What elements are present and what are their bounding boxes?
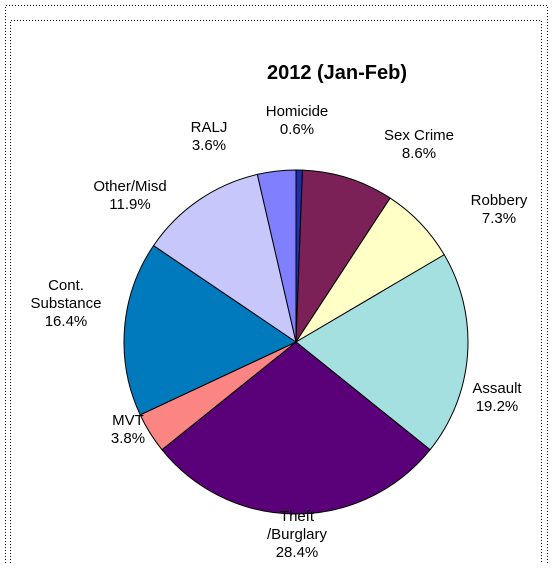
slice-label-line: Sex Crime (384, 127, 454, 144)
slice-label-line: Robbery (471, 192, 528, 209)
slice-label-line: Cont. (48, 277, 84, 294)
slice-label-4: Theft/Burglary 28.4% (267, 508, 328, 561)
slice-label-7: Other/Misd 11.9% (93, 178, 166, 213)
slice-label-line: Assault (472, 380, 522, 397)
slice-label-line: 0.6% (280, 121, 314, 138)
chart-title: 2012 (Jan-Feb) (267, 62, 407, 84)
pie-labels: Homicide 0.6% Sex Crime 8.6% Robbery 7.3% Assa… (31, 103, 528, 561)
slice-label-line: 3.8% (111, 430, 145, 447)
slice-label-8: RALJ 3.6% (191, 119, 228, 154)
slice-label-line: 16.4% (45, 313, 88, 330)
slice-label-5: MVT 3.8% (111, 412, 145, 447)
pie-slice-3 (295, 254, 469, 451)
pie-slice-1 (295, 169, 391, 344)
slice-label-line: Homicide (266, 103, 329, 120)
slice-label-line: Substance (31, 295, 102, 312)
slice-label-line: 3.6% (192, 137, 226, 154)
slice-label-line: 8.6% (402, 145, 436, 162)
slice-label-line: 28.4% (276, 544, 319, 561)
slice-label-line: 19.2% (476, 398, 519, 415)
plot-area-border (10, 20, 542, 563)
slice-label-line: RALJ (191, 119, 228, 136)
pie-slice-8 (256, 169, 297, 343)
slice-label-6: Cont. Substance 16.4% (31, 277, 102, 330)
slice-label-line: /Burglary (267, 526, 328, 543)
slice-label-line: Theft (280, 508, 315, 525)
slice-label-line: 7.3% (482, 210, 516, 227)
slice-label-line: MVT (112, 412, 144, 429)
chart-border (5, 5, 548, 563)
pie-slice-7 (152, 173, 297, 344)
pie-slice-4 (161, 341, 431, 515)
slice-label-3: Assault 19.2% (472, 380, 522, 415)
pie-slices (123, 169, 469, 515)
slice-label-0: Homicide 0.6% (266, 103, 329, 138)
slice-label-line: Other/Misd (93, 178, 166, 195)
pie-slice-6 (123, 244, 298, 416)
slice-label-1: Sex Crime 8.6% (384, 127, 454, 162)
slice-label-2: Robbery 7.3% (471, 192, 528, 227)
slice-label-line: 11.9% (109, 196, 150, 213)
